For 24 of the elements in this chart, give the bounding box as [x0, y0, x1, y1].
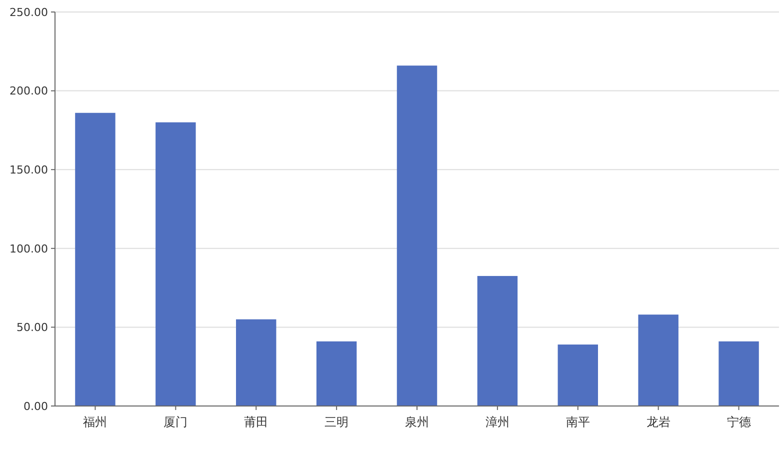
y-tick-label: 200.00 — [10, 84, 48, 98]
bar — [316, 341, 357, 406]
bar — [156, 122, 196, 406]
x-tick-label: 南平 — [566, 415, 590, 429]
x-tick-label: 福州 — [83, 415, 108, 429]
bar — [396, 66, 438, 406]
bar — [638, 314, 678, 406]
x-tick-label: 宁德 — [726, 415, 751, 429]
bar — [477, 276, 518, 406]
y-tick-label: 250.00 — [10, 6, 48, 19]
x-tick-label: 三明 — [324, 415, 349, 429]
y-tick-label: 150.00 — [10, 163, 48, 176]
y-tick-label: 100.00 — [10, 242, 48, 256]
x-tick-label: 厦门 — [164, 415, 188, 429]
x-tick-label: 漳州 — [485, 415, 510, 429]
x-tick-label: 泉州 — [405, 415, 429, 429]
bar — [558, 344, 598, 406]
x-tick-label: 莆田 — [244, 415, 268, 429]
bar — [236, 319, 276, 406]
y-tick-label: 0.00 — [24, 400, 48, 413]
bar — [718, 341, 759, 406]
y-tick-label: 50.00 — [16, 321, 48, 334]
bar — [75, 112, 116, 406]
x-tick-label: 龙岩 — [646, 415, 670, 429]
